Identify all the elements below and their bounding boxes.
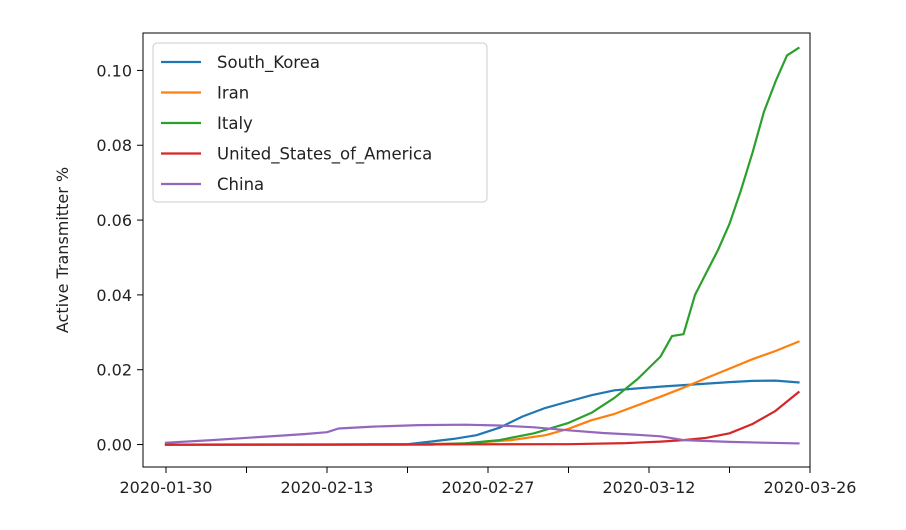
y-axis: 0.00 0.02 0.04 0.06 0.08 0.10 xyxy=(96,61,143,455)
y-tick-label: 0.06 xyxy=(96,211,132,230)
y-axis-label: Active Transmitter % xyxy=(53,167,72,333)
series-line-united-states-of-america xyxy=(164,390,801,446)
x-tick-label: 2020-03-26 xyxy=(764,478,857,497)
series-layer xyxy=(164,46,801,446)
y-tick-label: 0.10 xyxy=(96,61,132,80)
x-tick-label: 2020-02-13 xyxy=(281,478,374,497)
legend-entry-label: South_Korea xyxy=(217,53,320,73)
x-tick-label: 2020-03-12 xyxy=(603,478,696,497)
legend-entry-label: Iran xyxy=(217,84,249,103)
x-tick-label: 2020-01-30 xyxy=(120,478,213,497)
series-line-italy xyxy=(164,46,801,446)
series-line-china xyxy=(164,423,800,445)
legend-entry-label: China xyxy=(217,175,264,194)
y-tick-label: 0.02 xyxy=(96,361,132,380)
legend-entry-label: United_States_of_America xyxy=(217,145,432,165)
series-line-south-korea xyxy=(164,379,800,446)
legend-box xyxy=(152,42,488,203)
y-tick-label: 0.04 xyxy=(96,286,132,305)
y-tick-label: 0.00 xyxy=(96,436,132,455)
plot-frame xyxy=(142,32,811,468)
legend-entry-label: Italy xyxy=(217,114,253,133)
y-tick-label: 0.08 xyxy=(96,136,132,155)
legend: South_Korea Iran Italy United_States_of_Ame… xyxy=(152,42,488,203)
x-tick-label: 2020-02-27 xyxy=(442,478,535,497)
x-axis: 2020-01-30 2020-02-13 2020-02-27 2020-03-12… xyxy=(120,467,857,497)
